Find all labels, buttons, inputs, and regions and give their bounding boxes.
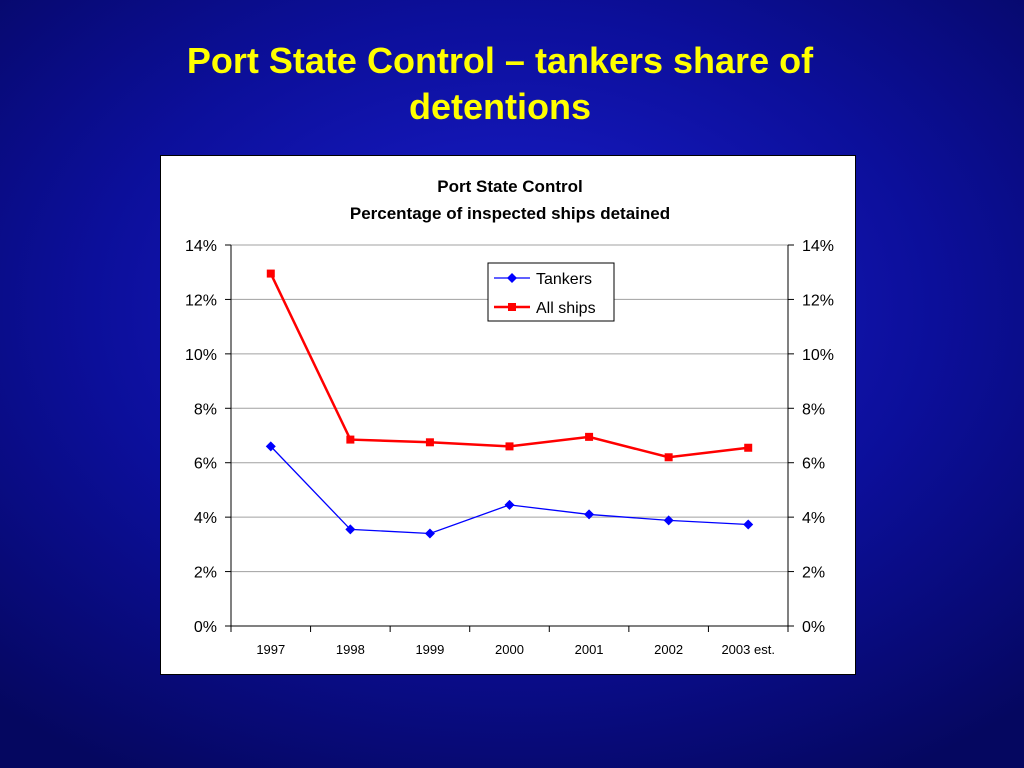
legend-item: Tankers [494,271,592,288]
x-tick-label: 2002 [654,642,683,657]
line-chart: Port State Control Percentage of inspect… [185,177,834,657]
y-tick-label-left: 2% [194,565,217,582]
data-point [265,441,276,452]
data-point [345,524,356,535]
data-point [425,438,434,447]
slide-title-line-1: Port State Control – tankers share of [186,40,814,81]
series-group [265,269,754,539]
chart-subtitle: Percentage of inspected ships detained [350,204,670,223]
slide-title-line-2: detentions [408,86,591,127]
y-tick-label-right: 4% [802,510,825,527]
data-point [664,453,673,462]
y-tick-label-left: 12% [185,292,217,309]
y-tick-label-left: 8% [194,401,217,418]
y-tick-label-right: 6% [802,456,825,473]
y-tick-label-right: 14% [802,238,834,255]
data-point [663,515,674,526]
legend-square-marker [508,303,516,311]
y-tick-label-left: 6% [194,456,217,473]
data-point [584,509,595,520]
x-tick-label: 1998 [336,642,365,657]
legend-label: Tankers [536,271,592,288]
data-point [744,443,753,452]
series-line [270,445,749,535]
x-tick-label: 2000 [495,642,524,657]
data-point [424,528,435,539]
legend-item: All ships [494,300,596,317]
legend-label: All ships [536,300,596,317]
x-tick-label: 1999 [415,642,444,657]
data-point [266,269,275,278]
axes [225,244,794,632]
series-tankers [265,441,754,539]
data-point [504,499,515,510]
y-tick-label-right: 8% [802,401,825,418]
y-tick-label-right: 0% [802,619,825,636]
series-all-ships [266,269,753,462]
chart-container: Port State Control Percentage of inspect… [160,155,856,675]
legend: Tankers All ships [487,262,615,322]
y-tick-label-right: 10% [802,347,834,364]
x-tick-label: 1997 [256,642,285,657]
legend-box [487,262,615,322]
y-tick-label-right: 2% [802,565,825,582]
y-tick-label-left: 10% [185,347,217,364]
data-point [585,432,594,441]
y-tick-label-left: 14% [185,238,217,255]
x-tick-label: 2003 est. [721,642,775,657]
y-tick-label-left: 0% [194,619,217,636]
y-tick-label-right: 12% [802,292,834,309]
y-axis-right: 0% 2% 4% 6% 8% 10% 12% 14% [802,238,834,636]
y-tick-label-left: 4% [194,510,217,527]
data-point [505,442,514,451]
slide-title: Port State Control – tankers share of de… [100,38,900,130]
x-tick-label: 2001 [575,642,604,657]
legend-diamond-marker [507,273,517,283]
data-point [743,519,754,530]
data-point [346,435,355,444]
x-axis: 1997 1998 1999 2000 2001 2002 2003 est. [256,642,775,657]
y-axis-left: 0% 2% 4% 6% 8% 10% 12% 14% [185,238,217,636]
chart-title: Port State Control [437,177,582,196]
